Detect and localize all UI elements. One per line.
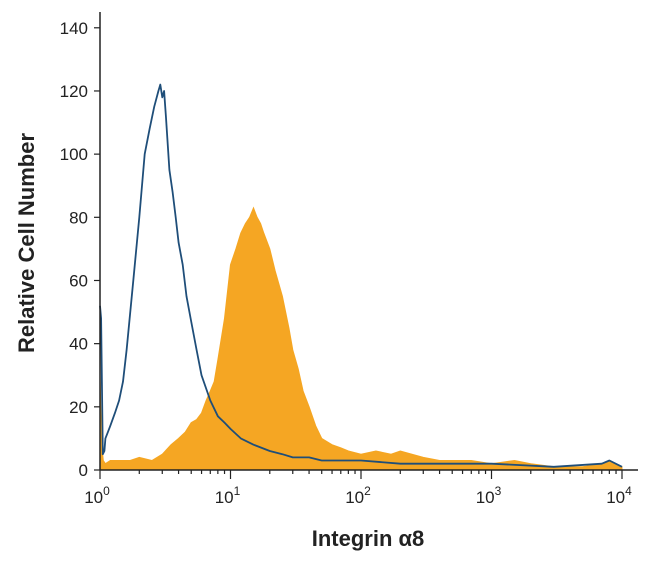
y-tick-label: 80 bbox=[69, 208, 88, 227]
y-tick-label: 0 bbox=[79, 461, 88, 480]
y-tick-label: 120 bbox=[60, 82, 88, 101]
control-histogram-outline bbox=[99, 83, 623, 468]
x-tick-label: 102 bbox=[345, 484, 371, 507]
x-tick-label: 104 bbox=[606, 484, 632, 507]
x-tick-label: 103 bbox=[476, 484, 502, 507]
y-axis-ticks: 0 20 40 60 80 100 120 140 bbox=[60, 19, 100, 480]
x-axis-label: Integrin α8 bbox=[312, 526, 425, 551]
plot-area bbox=[99, 83, 623, 471]
x-axis-ticks: 100 101 102 103 104 bbox=[84, 470, 632, 507]
y-tick-label: 40 bbox=[69, 335, 88, 354]
sample-histogram-fill bbox=[99, 206, 623, 471]
y-tick-label: 140 bbox=[60, 19, 88, 38]
y-tick-label: 20 bbox=[69, 398, 88, 417]
y-tick-label: 100 bbox=[60, 145, 88, 164]
x-tick-label: 101 bbox=[215, 484, 241, 507]
x-tick-label: 100 bbox=[84, 484, 110, 507]
y-axis-label: Relative Cell Number bbox=[14, 133, 39, 354]
y-tick-label: 60 bbox=[69, 271, 88, 290]
